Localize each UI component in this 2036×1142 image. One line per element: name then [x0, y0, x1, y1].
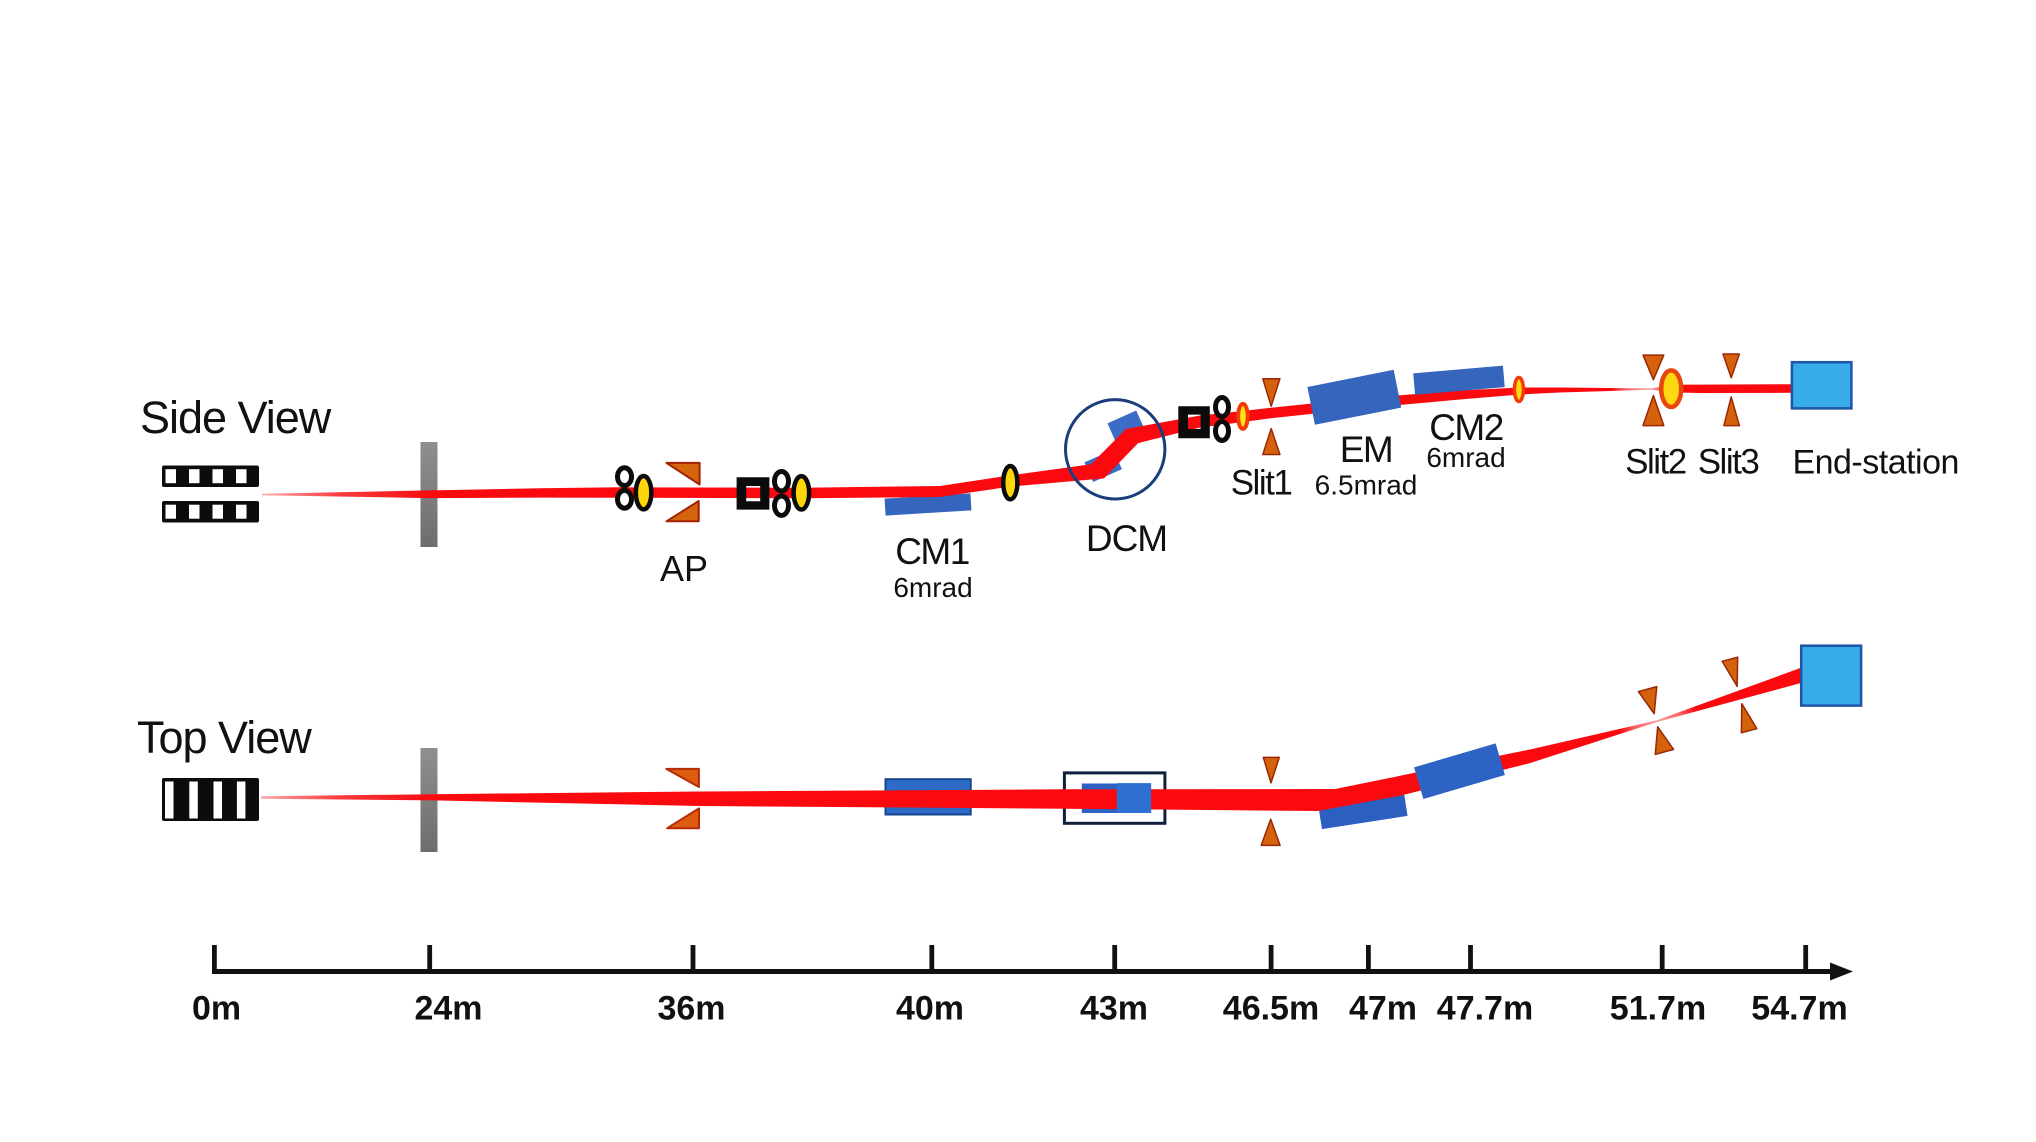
svg-text:40m: 40m: [896, 989, 964, 1027]
svg-text:43m: 43m: [1080, 989, 1148, 1027]
svg-text:AP: AP: [660, 548, 708, 589]
svg-text:47.7m: 47.7m: [1437, 989, 1533, 1027]
svg-text:Slit1: Slit1: [1231, 464, 1292, 503]
svg-text:Top View: Top View: [137, 712, 312, 763]
svg-text:CM1: CM1: [895, 531, 969, 572]
svg-text:End-station: End-station: [1792, 444, 1959, 482]
svg-text:Side View: Side View: [140, 392, 332, 443]
svg-text:EM: EM: [1340, 429, 1393, 470]
svg-text:47m: 47m: [1349, 989, 1417, 1027]
svg-text:0m: 0m: [192, 989, 241, 1027]
svg-text:24m: 24m: [414, 989, 482, 1027]
svg-text:54.7m: 54.7m: [1751, 989, 1847, 1027]
svg-text:DCM: DCM: [1086, 518, 1167, 559]
svg-text:36m: 36m: [657, 989, 725, 1027]
svg-text:51.7m: 51.7m: [1610, 989, 1706, 1027]
svg-text:Slit3: Slit3: [1698, 443, 1759, 482]
svg-text:6mrad: 6mrad: [893, 572, 972, 603]
svg-text:Slit2: Slit2: [1625, 443, 1686, 482]
svg-text:6.5mrad: 6.5mrad: [1315, 470, 1418, 501]
svg-text:CM2: CM2: [1429, 407, 1503, 448]
svg-text:46.5m: 46.5m: [1223, 989, 1319, 1027]
svg-text:6mrad: 6mrad: [1426, 442, 1505, 473]
